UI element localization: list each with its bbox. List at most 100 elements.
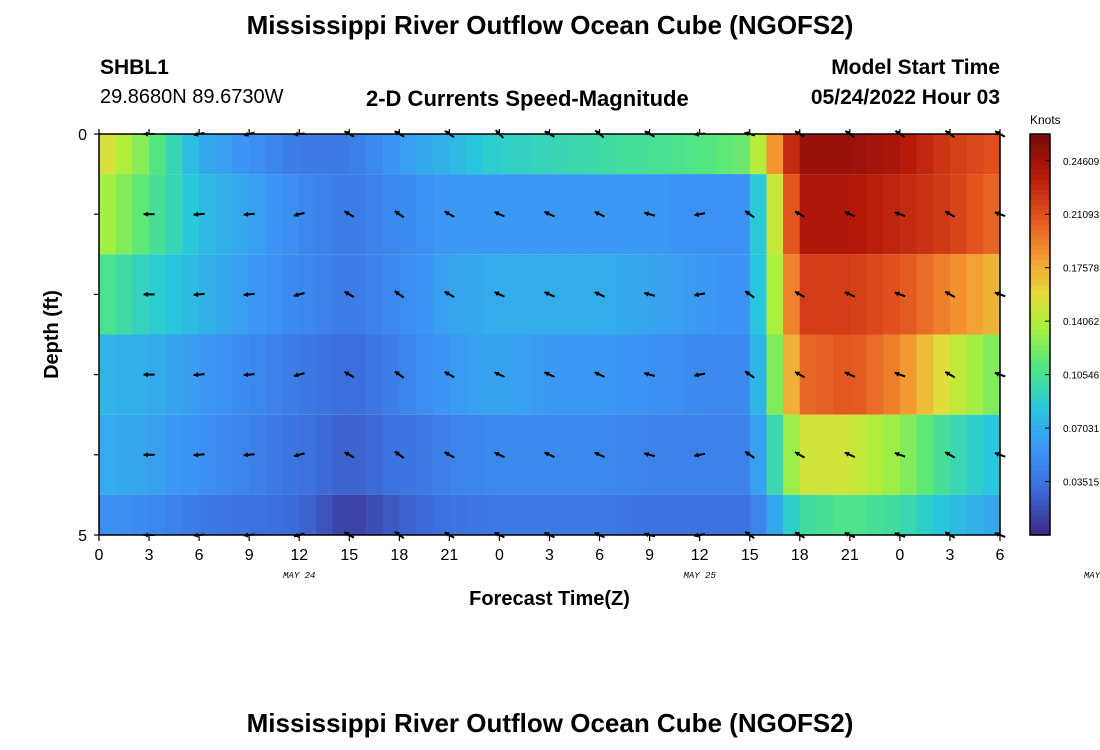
heatmap-cell: [115, 174, 133, 255]
current-vector-arrow: [494, 371, 505, 378]
arrow-head: [243, 372, 249, 378]
colorbar-swatch: [1030, 199, 1050, 205]
heatmap-cell: [282, 494, 300, 535]
heatmap-cell: [866, 494, 884, 535]
heatmap-cell: [983, 494, 1001, 535]
heatmap-cell: [215, 494, 234, 535]
x-tick-label: 0: [95, 547, 104, 564]
current-vector-arrow: [193, 291, 205, 298]
arrow-head: [994, 211, 1000, 217]
heatmap-cell: [232, 254, 250, 335]
arrow-head: [894, 451, 900, 457]
arrow-head: [694, 452, 699, 458]
second-chart-title: Mississippi River Outflow Ocean Cube (NG…: [246, 708, 854, 738]
heatmap-cell: [966, 174, 984, 255]
heatmap-cell: [766, 334, 784, 415]
arrow-head: [994, 291, 1000, 297]
arrow-head: [844, 371, 850, 377]
colorbar-swatch: [1030, 459, 1050, 466]
heatmap-cell: [165, 174, 184, 255]
heatmap-cell: [949, 334, 968, 415]
heatmap-cell: [99, 174, 117, 255]
x-tick-label: 6: [195, 547, 204, 564]
colorbar-swatch: [1030, 524, 1050, 531]
heatmap-cell: [916, 494, 934, 535]
heatmap-cell: [733, 494, 751, 535]
heatmap-cell: [833, 334, 851, 415]
heatmap-cell: [432, 134, 450, 175]
heatmap-cell: [516, 174, 534, 255]
arrow-head: [344, 451, 350, 457]
heatmap-cell: [299, 494, 317, 535]
colorbar-swatch: [1030, 354, 1050, 361]
current-vector-arrow: [143, 211, 155, 217]
heatmap-cell: [182, 334, 200, 415]
heatmap-cell: [399, 414, 417, 495]
heatmap-cell: [299, 334, 317, 415]
heatmap-cell: [716, 134, 734, 175]
colorbar-tick-label: 0.14062: [1063, 317, 1100, 328]
heatmap-cell: [365, 134, 384, 175]
colorbar-swatch: [1030, 234, 1050, 240]
heatmap-cell: [282, 174, 300, 255]
arrow-head: [394, 451, 400, 457]
heatmap-cell: [449, 494, 467, 535]
arrow-head: [594, 211, 600, 216]
heatmap-cell: [382, 174, 400, 255]
heatmap-cell: [516, 134, 534, 175]
heatmap-cell: [582, 134, 601, 175]
heatmap-cell: [249, 134, 267, 175]
heatmap-cell: [816, 254, 834, 335]
heatmap-cell: [549, 494, 567, 535]
heatmap-cell: [265, 174, 284, 255]
current-vector-arrow: [894, 371, 906, 378]
heatmap-cell: [149, 494, 167, 535]
arrow-head: [143, 452, 148, 458]
current-vector-arrow: [644, 452, 656, 458]
colorbar-frame: [1029, 133, 1051, 536]
heatmap-cell: [416, 494, 434, 535]
current-vector-arrow: [744, 210, 755, 219]
heatmap-cell: [499, 254, 517, 335]
colorbar-swatch: [1030, 289, 1050, 295]
current-vector-arrow: [744, 450, 755, 459]
arrow-head: [344, 291, 350, 296]
heatmap-cell: [416, 134, 434, 175]
heatmap-cell: [666, 174, 684, 255]
heatmap-cell: [582, 414, 601, 495]
heatmap-cell: [649, 174, 667, 255]
colorbar-swatch: [1030, 204, 1050, 210]
arrow-head: [444, 130, 450, 136]
heatmap-cell: [983, 134, 1001, 175]
heatmap-cell: [799, 254, 818, 335]
heatmap-cell: [382, 334, 400, 415]
heatmap-cell: [365, 334, 384, 415]
colorbar-swatch: [1030, 449, 1050, 456]
heatmap-cell: [215, 334, 234, 415]
current-vector-arrow: [944, 290, 956, 298]
heatmap-cell: [165, 134, 184, 175]
heatmap-cell: [949, 414, 968, 495]
heatmap-cell: [849, 334, 868, 415]
heatmap-cell: [516, 334, 534, 415]
colorbar-swatch: [1030, 484, 1050, 491]
heatmap-cell: [899, 334, 918, 415]
heatmap-cell: [315, 134, 334, 175]
colorbar-swatch: [1030, 259, 1050, 265]
current-vector-arrow: [343, 371, 355, 379]
heatmap-cell: [249, 174, 267, 255]
x-axis-label: Forecast Time(Z): [469, 588, 630, 610]
heatmap-cell: [666, 414, 684, 495]
heatmap-cell: [966, 334, 984, 415]
heatmap-cell: [165, 254, 184, 335]
heatmap-cell: [649, 414, 667, 495]
current-vector-arrow: [394, 450, 405, 459]
colorbar-swatch: [1030, 364, 1050, 371]
current-vector-arrow: [844, 210, 856, 218]
heatmap-cell: [682, 494, 701, 535]
heatmap-cell: [99, 334, 117, 415]
heatmap-cell: [249, 414, 267, 495]
arrow-head: [293, 372, 299, 378]
axes: 0 3 6 9 12 15 18 21 0 3 6 9 12 15 18 21 0 3 6 MAY 24 MAY 25 M…: [41, 127, 1100, 610]
heatmap-cell: [299, 254, 317, 335]
